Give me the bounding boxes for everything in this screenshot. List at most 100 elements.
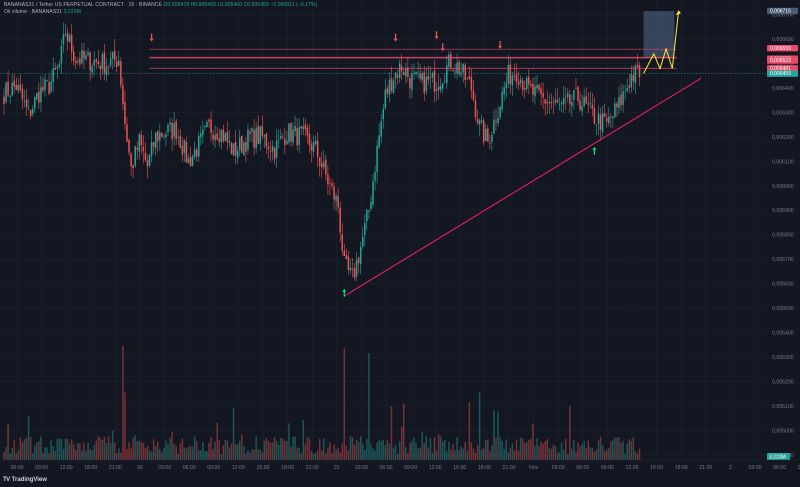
candle-body xyxy=(564,96,567,98)
time-tick-label: 21:00 xyxy=(503,465,516,471)
candle-body xyxy=(603,113,606,117)
volume-bar xyxy=(507,452,510,460)
symbol-legend[interactable]: BANANAS31 / Tether US PERPETUAL CONTRACT… xyxy=(4,2,317,8)
candle-body xyxy=(7,81,9,96)
candle-body xyxy=(493,119,495,134)
candle-body xyxy=(569,94,571,105)
sell-arrowhead-icon xyxy=(434,36,439,40)
time-tick-label: 03:00 xyxy=(552,465,565,471)
volume-bar xyxy=(540,441,542,460)
volume-bar xyxy=(400,426,403,460)
candle-body xyxy=(517,81,520,86)
candle-body xyxy=(538,84,540,91)
volume-bar xyxy=(464,442,466,460)
volume-legend[interactable]: Oil vilume · BANANAS31 3.223M xyxy=(4,9,81,15)
time-tick-label: 21:00 xyxy=(109,465,122,471)
candle-body xyxy=(472,90,475,100)
candle-body xyxy=(562,97,565,105)
volume-bar xyxy=(81,450,83,460)
volume-bar xyxy=(236,444,239,460)
volume-bar xyxy=(534,445,536,460)
volume-bar xyxy=(120,452,122,460)
candle-body xyxy=(206,121,208,127)
volume-bar xyxy=(468,402,471,460)
volume-bar xyxy=(441,441,444,460)
volume-bar xyxy=(64,438,67,460)
candle-body xyxy=(302,126,305,130)
candle-body xyxy=(485,128,487,141)
volume-bar xyxy=(21,442,24,460)
volume-bar xyxy=(622,440,624,460)
volume-bar xyxy=(413,437,415,460)
candle-body xyxy=(403,72,405,75)
volume-bar xyxy=(150,451,153,460)
candle-body xyxy=(622,91,624,105)
volume-bar xyxy=(515,439,518,460)
volume-bar xyxy=(493,409,495,460)
candle-body xyxy=(165,134,167,138)
candle-body xyxy=(526,77,528,90)
candle-body xyxy=(505,82,507,89)
candle-body xyxy=(587,103,589,105)
candle-body xyxy=(409,78,411,88)
candle-body xyxy=(64,34,67,36)
volume-bar xyxy=(390,406,393,460)
volume-bar xyxy=(579,446,581,460)
volume-bar xyxy=(77,442,79,460)
volume-bar xyxy=(66,439,69,460)
candle-body xyxy=(429,77,432,78)
price-tick-label: 0,005700 xyxy=(772,257,794,263)
volume-bar xyxy=(446,451,448,460)
time-tick-label: 18:00 xyxy=(84,465,97,471)
volume-bar xyxy=(351,437,354,460)
price-tick-label: 0,005500 xyxy=(772,306,794,312)
ascending-trendline[interactable] xyxy=(344,77,702,297)
candle-body xyxy=(157,130,159,142)
candle-body xyxy=(200,133,202,138)
candle-body xyxy=(173,123,175,137)
volume-bar xyxy=(206,451,208,460)
volume-bar xyxy=(171,431,173,460)
candle-body xyxy=(116,61,118,67)
projected-path-arrow[interactable] xyxy=(643,12,679,74)
volume-bar xyxy=(454,450,456,460)
candle-body xyxy=(454,71,456,73)
volume-bar xyxy=(265,438,268,460)
candle-body xyxy=(15,84,18,90)
candle-body xyxy=(308,134,311,145)
volume-bar xyxy=(407,453,409,460)
volume-bar xyxy=(499,437,501,460)
volume-bar xyxy=(142,442,145,460)
volume-bar xyxy=(44,447,46,460)
candle-body xyxy=(36,93,38,100)
candle-body xyxy=(296,128,298,146)
candle-body xyxy=(632,74,635,82)
candle-body xyxy=(530,84,532,86)
chart-drawings xyxy=(0,10,766,297)
volume-bar xyxy=(249,452,251,460)
volume-bar xyxy=(605,449,608,460)
candle-body xyxy=(378,135,380,148)
candle-body xyxy=(425,76,428,92)
buy-arrowhead-icon xyxy=(342,288,347,292)
candle-body xyxy=(519,79,522,83)
time-tick-label: 15:00 xyxy=(650,465,663,471)
volume-bar xyxy=(11,448,13,460)
candle-body xyxy=(374,171,376,181)
volume-bar xyxy=(501,441,503,460)
volume-bar xyxy=(292,436,294,460)
candle-body xyxy=(50,81,52,93)
volume-bar xyxy=(530,438,532,460)
candle-body xyxy=(48,81,50,94)
candle-body xyxy=(476,118,479,124)
target-zone-box[interactable] xyxy=(643,11,675,58)
volume-bar xyxy=(376,442,378,460)
candle-body xyxy=(489,143,491,144)
price-tick-label: 0,005200 xyxy=(772,380,794,386)
tradingview-logo[interactable]: TV TradingView xyxy=(3,477,47,483)
candle-body xyxy=(616,103,618,108)
volume-bar xyxy=(632,437,635,460)
volume-bar xyxy=(195,441,198,460)
candle-body xyxy=(628,85,630,88)
